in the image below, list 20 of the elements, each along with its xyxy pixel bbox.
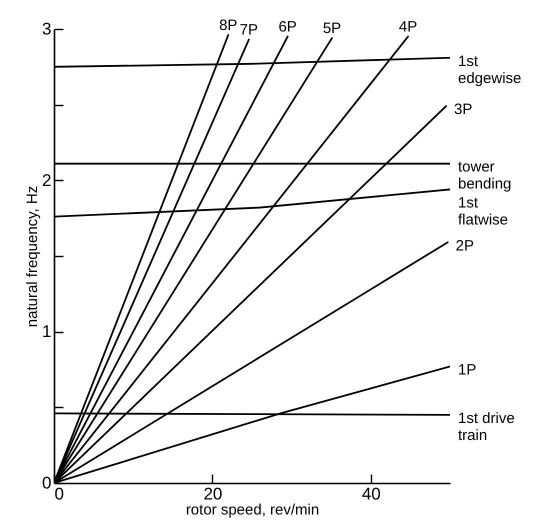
x-tick-label: 0	[54, 484, 64, 504]
series-label: 3P	[454, 101, 472, 118]
series-label: 1P	[458, 361, 476, 378]
series-label: 1st edgewise	[458, 52, 522, 87]
series-label: 6P	[278, 18, 297, 36]
series-label: 5P	[322, 20, 342, 38]
series-label: 8P	[219, 17, 238, 34]
y-tick-label: 1	[42, 322, 52, 342]
y-tick-label: 3	[42, 20, 52, 38]
series-label: 1st flatwise	[458, 194, 508, 229]
y-axis-title: natural frequency, Hz	[24, 186, 42, 328]
series-label: 4P	[398, 18, 418, 36]
series-label: 7P	[240, 22, 258, 39]
x-axis-title: rotor speed, rev/min	[186, 502, 320, 518]
y-tick-label: 2	[42, 170, 52, 190]
x-tick-label: 40	[362, 484, 381, 504]
series-label: 1st drive train	[458, 410, 515, 444]
x-tick-label: 20	[203, 484, 222, 504]
series-label: tower bending	[458, 158, 512, 193]
series-label: 2P	[456, 237, 474, 254]
